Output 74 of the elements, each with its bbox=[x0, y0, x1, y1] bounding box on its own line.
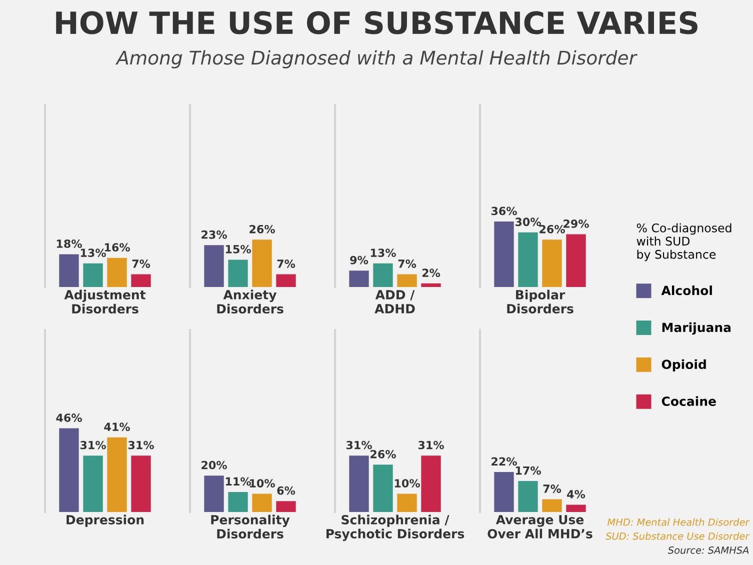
data-label: 10% bbox=[394, 479, 420, 488]
x-axis-title: Adjustment Disorders bbox=[64, 290, 146, 314]
bar bbox=[566, 234, 586, 287]
data-label: 10% bbox=[250, 479, 275, 488]
data-label: 31% bbox=[80, 440, 106, 450]
data-label: 36% bbox=[491, 206, 517, 216]
data-label: 4% bbox=[567, 490, 586, 498]
data-label: 31% bbox=[128, 440, 154, 450]
legend-title: % Co-diagnosed with SUD by Substance bbox=[636, 223, 732, 262]
bar bbox=[204, 245, 224, 287]
bar bbox=[252, 240, 272, 287]
data-label: 7% bbox=[277, 260, 296, 268]
source-note: Source: SAMHSA bbox=[668, 546, 749, 554]
data-label: 11% bbox=[226, 477, 251, 486]
text: Among Those Diagnosed with a Mental Health Disorder bbox=[116, 50, 638, 68]
x-axis-title: Personality Disorders bbox=[211, 514, 290, 539]
bar bbox=[518, 232, 538, 287]
data-label: 46% bbox=[56, 414, 82, 422]
data-label: 29% bbox=[564, 219, 589, 228]
data-label: 13% bbox=[370, 248, 396, 258]
data-label: 9% bbox=[350, 256, 368, 264]
data-label: 13% bbox=[80, 248, 106, 258]
legend-label: Marijuana bbox=[662, 322, 731, 335]
data-label: 7% bbox=[132, 260, 150, 268]
x-axis-title: Anxiety Disorders bbox=[217, 290, 284, 314]
data-label: 7% bbox=[543, 484, 562, 493]
bar bbox=[542, 499, 562, 512]
data-label: 26% bbox=[370, 450, 396, 458]
bar bbox=[421, 283, 441, 287]
data-label: 6% bbox=[277, 486, 296, 495]
data-label: 20% bbox=[202, 460, 227, 470]
data-label: 26% bbox=[250, 224, 275, 234]
data-label: 16% bbox=[104, 243, 130, 252]
legend-label: Cocaine bbox=[662, 396, 716, 406]
bar bbox=[276, 274, 296, 287]
text: HOW THE USE OF SUBSTANCE VARIES bbox=[56, 11, 698, 34]
bar bbox=[397, 274, 417, 287]
bar bbox=[542, 240, 562, 287]
data-label: 18% bbox=[56, 240, 82, 248]
data-label: 41% bbox=[104, 422, 130, 432]
data-label: 31% bbox=[346, 440, 372, 450]
bar bbox=[107, 258, 127, 287]
data-label: 22% bbox=[492, 457, 517, 466]
data-label: 30% bbox=[515, 218, 541, 226]
x-axis-title: Depression bbox=[66, 514, 144, 527]
x-axis-title: Schizophrenia / Psychotic Disorders bbox=[326, 514, 464, 541]
text: MHD: Mental Health Disorder bbox=[607, 518, 750, 526]
bar bbox=[252, 494, 272, 512]
bar bbox=[204, 476, 224, 512]
bar bbox=[59, 254, 79, 287]
bar bbox=[349, 270, 369, 287]
text: SUD: Substance Use Disorder bbox=[606, 532, 750, 540]
data-label: 2% bbox=[422, 268, 440, 278]
x-axis-title: ADD / ADHD bbox=[374, 290, 415, 314]
data-label: 31% bbox=[418, 440, 444, 450]
bar bbox=[494, 221, 514, 287]
bar bbox=[373, 263, 393, 287]
bar bbox=[494, 472, 514, 512]
bar bbox=[228, 492, 248, 512]
data-label: 17% bbox=[516, 466, 541, 475]
data-label: 7% bbox=[398, 260, 416, 268]
bar bbox=[518, 481, 538, 512]
legend-label: Alcohol bbox=[661, 285, 712, 296]
bar bbox=[131, 274, 151, 287]
bar bbox=[276, 501, 296, 512]
bar bbox=[228, 260, 248, 287]
data-label: 26% bbox=[540, 224, 565, 234]
bar bbox=[566, 504, 586, 512]
x-axis-title: Bipolar Disorders bbox=[507, 290, 574, 314]
data-label: 15% bbox=[226, 244, 251, 254]
legend-label: Opioid bbox=[662, 359, 706, 372]
data-label: 23% bbox=[202, 230, 227, 239]
bar bbox=[83, 263, 103, 287]
x-axis-title: Average Use Over All MHD’s bbox=[488, 515, 592, 538]
